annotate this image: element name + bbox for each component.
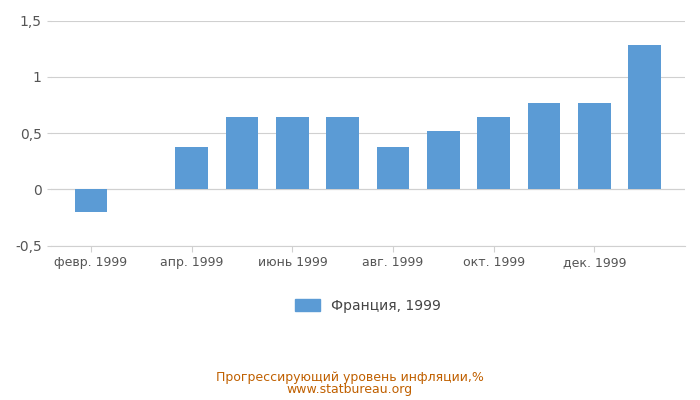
Bar xyxy=(477,117,510,189)
Bar xyxy=(75,189,107,212)
Bar xyxy=(225,117,258,189)
Bar xyxy=(377,146,410,189)
Text: Прогрессирующий уровень инфляции,%: Прогрессирующий уровень инфляции,% xyxy=(216,372,484,384)
Bar xyxy=(176,146,208,189)
Bar xyxy=(326,117,359,189)
Bar xyxy=(528,103,561,189)
Bar xyxy=(578,103,611,189)
Bar xyxy=(629,45,661,189)
Legend: Франция, 1999: Франция, 1999 xyxy=(289,293,447,318)
Bar xyxy=(276,117,309,189)
Bar xyxy=(427,131,460,189)
Text: www.statbureau.org: www.statbureau.org xyxy=(287,384,413,396)
